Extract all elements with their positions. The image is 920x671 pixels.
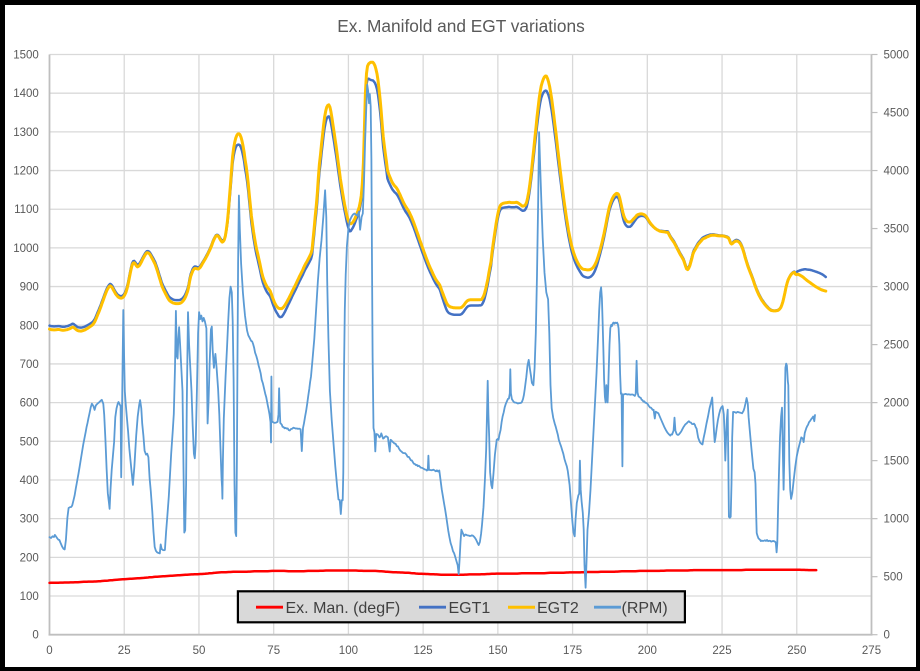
svg-text:75: 75 (267, 645, 280, 657)
svg-text:1400: 1400 (13, 88, 39, 100)
svg-text:1200: 1200 (13, 166, 39, 178)
svg-text:Ex. Man. (degF): Ex. Man. (degF) (286, 600, 401, 617)
svg-text:(RPM): (RPM) (622, 600, 668, 617)
svg-text:5000: 5000 (884, 50, 910, 62)
svg-text:4000: 4000 (884, 166, 910, 178)
svg-text:100: 100 (20, 591, 39, 603)
svg-text:0: 0 (46, 645, 52, 657)
svg-text:700: 700 (20, 359, 39, 371)
svg-text:2000: 2000 (884, 398, 910, 410)
svg-text:250: 250 (787, 645, 806, 657)
svg-text:1100: 1100 (14, 204, 39, 216)
svg-text:500: 500 (20, 436, 39, 448)
svg-text:600: 600 (20, 398, 39, 410)
svg-text:Ex. Manifold and EGT variation: Ex. Manifold and EGT variations (337, 16, 585, 36)
svg-text:800: 800 (20, 320, 39, 332)
svg-text:1500: 1500 (13, 50, 39, 62)
svg-text:1000: 1000 (884, 514, 910, 526)
svg-text:500: 500 (884, 572, 903, 584)
svg-text:4500: 4500 (884, 108, 910, 120)
svg-text:3500: 3500 (884, 224, 910, 236)
svg-text:25: 25 (118, 645, 131, 657)
svg-text:1300: 1300 (13, 127, 39, 139)
svg-text:50: 50 (193, 645, 206, 657)
svg-text:200: 200 (638, 645, 657, 657)
svg-text:0: 0 (884, 630, 890, 642)
svg-text:300: 300 (20, 514, 39, 526)
svg-text:275: 275 (862, 645, 881, 657)
svg-text:EGT1: EGT1 (449, 600, 491, 617)
svg-text:100: 100 (339, 645, 358, 657)
svg-text:175: 175 (563, 645, 582, 657)
svg-text:400: 400 (20, 475, 39, 487)
svg-text:225: 225 (712, 645, 731, 657)
svg-text:3000: 3000 (884, 282, 910, 294)
svg-text:900: 900 (20, 282, 39, 294)
svg-text:2500: 2500 (884, 340, 910, 352)
svg-text:1000: 1000 (13, 243, 39, 255)
svg-text:0: 0 (32, 630, 38, 642)
svg-text:EGT2: EGT2 (537, 600, 579, 617)
svg-text:1500: 1500 (884, 456, 910, 468)
svg-text:125: 125 (414, 645, 433, 657)
svg-text:150: 150 (488, 645, 507, 657)
svg-text:200: 200 (20, 552, 39, 564)
